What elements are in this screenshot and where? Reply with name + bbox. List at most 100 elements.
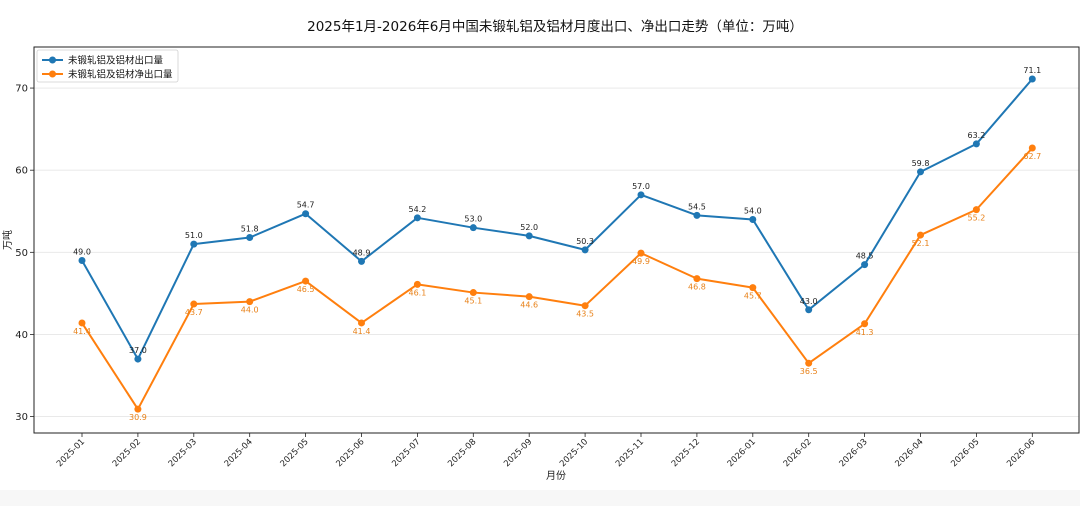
data-point	[246, 298, 254, 306]
data-label: 44.6	[520, 301, 538, 310]
data-label: 37.0	[129, 346, 147, 355]
data-point	[358, 257, 365, 265]
data-point	[917, 231, 924, 239]
data-label: 62.7	[1023, 152, 1041, 161]
data-point	[805, 306, 813, 314]
x-tick-label: 2026-03	[838, 437, 870, 469]
data-point	[302, 210, 310, 218]
y-tick-label: 30	[15, 412, 28, 423]
data-point	[693, 275, 701, 283]
data-point	[469, 289, 477, 297]
data-point	[1028, 75, 1036, 83]
data-label: 55.2	[967, 214, 985, 223]
x-tick-label: 2025-09	[502, 437, 534, 469]
series-line-1	[81, 78, 1034, 361]
x-tick-label: 2025-08	[446, 437, 478, 469]
data-point	[190, 300, 198, 308]
data-point	[525, 232, 533, 240]
series-line-2	[81, 147, 1034, 411]
data-point	[637, 191, 645, 199]
data-label: 44.0	[241, 306, 259, 315]
x-tick-label: 2025-10	[558, 437, 590, 469]
data-point	[861, 261, 869, 269]
data-label: 41.4	[353, 327, 371, 336]
data-label: 30.9	[129, 413, 147, 422]
x-tick-label: 2025-03	[167, 437, 199, 469]
data-label: 46.5	[297, 285, 315, 294]
y-axis-label: 万吨	[1, 230, 14, 250]
data-point	[1028, 144, 1036, 152]
data-label: 52.0	[520, 223, 538, 232]
data-label: 43.7	[185, 308, 203, 317]
x-axis-label: 月份	[546, 470, 566, 482]
x-tick-label: 2026-06	[1005, 437, 1037, 469]
data-label: 49.0	[73, 248, 91, 257]
data-label: 71.1	[1023, 66, 1041, 75]
data-label: 45.7	[744, 292, 762, 301]
data-label: 57.0	[632, 182, 650, 191]
y-tick-label: 50	[15, 248, 28, 259]
series-layer	[78, 75, 1036, 413]
data-label: 41.4	[73, 327, 91, 336]
x-tick-label: 2026-02	[782, 437, 814, 469]
legend-swatch-marker	[49, 70, 56, 78]
data-point	[581, 246, 589, 254]
data-point	[637, 249, 645, 257]
legend-label: 未锻轧铝及铝材净出口量	[68, 69, 173, 81]
data-point	[134, 405, 142, 413]
legend-item-net-export: 未锻轧铝及铝材净出口量	[42, 69, 173, 81]
x-tick-label: 2025-05	[279, 437, 311, 469]
data-point	[525, 293, 533, 301]
legend-swatch-marker	[49, 56, 56, 64]
data-point	[358, 319, 365, 327]
x-tick-label: 2025-02	[111, 437, 143, 469]
data-point	[972, 140, 980, 148]
data-point	[805, 359, 813, 367]
data-point	[469, 224, 477, 232]
data-point	[413, 280, 421, 288]
data-label: 50.3	[576, 237, 594, 246]
data-point	[917, 168, 924, 176]
x-tick-label: 2025-04	[223, 437, 255, 469]
data-point	[78, 257, 86, 265]
data-point	[861, 320, 869, 328]
y-tick-label: 70	[15, 84, 28, 95]
data-label: 45.1	[464, 297, 482, 306]
data-label: 43.0	[800, 297, 818, 306]
y-axis: 30 40 50 60 70	[15, 84, 34, 423]
data-point	[581, 302, 589, 310]
y-tick-label: 40	[15, 330, 28, 341]
data-label: 54.2	[408, 205, 426, 214]
data-point	[749, 284, 757, 292]
data-point	[246, 234, 254, 242]
x-tick-label: 2026-05	[949, 437, 981, 469]
x-tick-label: 2025-06	[334, 437, 366, 469]
data-labels: 49.0 37.0 51.0 51.8 54.7 48.9 54.2 53.0 52.0 50.3…	[73, 66, 1041, 422]
data-label: 48.9	[353, 248, 371, 257]
legend-label: 未锻轧铝及铝材出口量	[68, 55, 164, 67]
x-tick-label: 2025-07	[390, 437, 422, 469]
x-tick-label: 2025-12	[670, 437, 702, 469]
data-label: 59.8	[912, 159, 930, 168]
data-label: 46.8	[688, 283, 706, 292]
data-label: 53.0	[464, 215, 482, 224]
y-tick-label: 60	[15, 166, 28, 177]
data-point	[972, 206, 980, 214]
data-point	[302, 277, 310, 285]
x-tick-label: 2025-11	[614, 437, 646, 469]
data-point	[78, 319, 86, 327]
chart-container: 2025年1月-2026年6月中国未锻轧铝及铝材月度出口、净出口走势（单位：万吨…	[1, 19, 1080, 482]
grid-lines	[34, 87, 1079, 417]
data-label: 54.0	[744, 206, 762, 215]
data-label: 36.5	[800, 367, 818, 376]
data-label: 63.2	[967, 131, 985, 140]
data-label: 41.3	[856, 328, 874, 337]
data-point	[190, 240, 198, 248]
chart-title: 2025年1月-2026年6月中国未锻轧铝及铝材月度出口、净出口走势（单位：万吨…	[307, 19, 803, 35]
plot-frame	[33, 46, 1080, 434]
legend-item-export: 未锻轧铝及铝材出口量	[42, 55, 164, 67]
data-label: 51.0	[185, 231, 203, 240]
data-label: 51.8	[241, 225, 259, 234]
x-tick-label: 2026-04	[893, 437, 925, 469]
data-label: 52.1	[912, 239, 930, 248]
